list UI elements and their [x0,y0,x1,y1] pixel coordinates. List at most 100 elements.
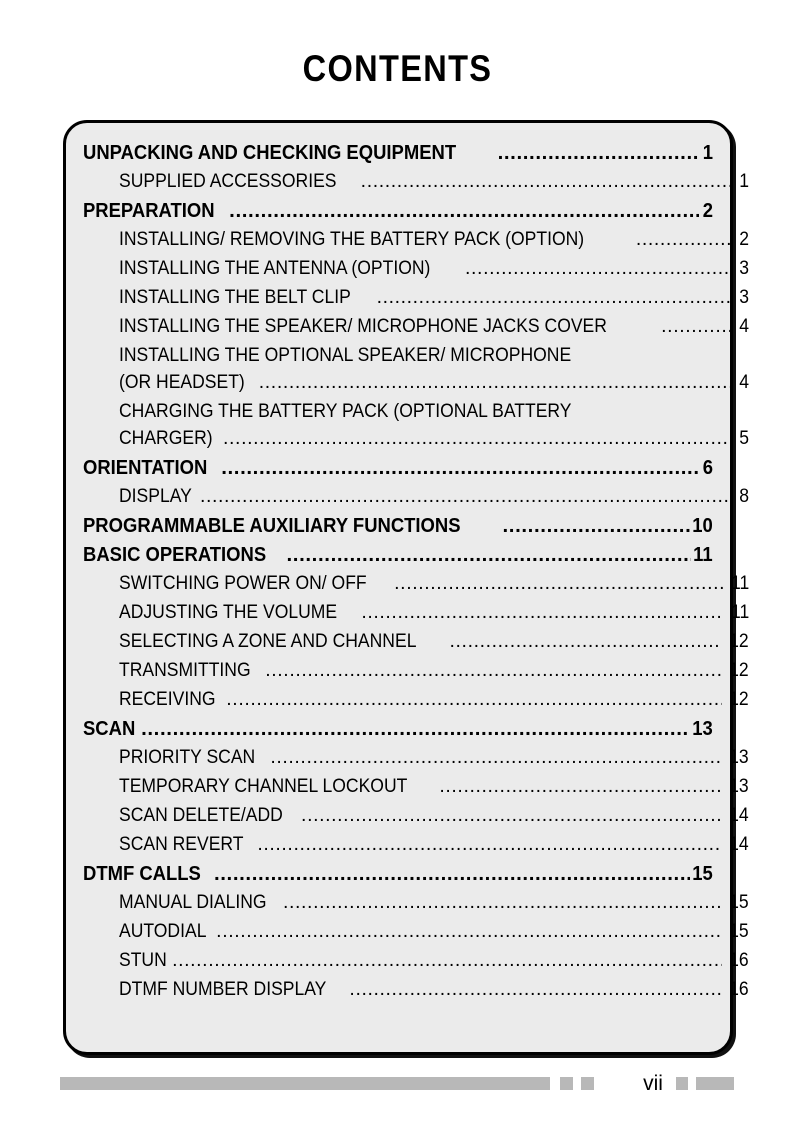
toc-entry-label: ORIENTATION [83,456,208,479]
toc-entry-page-number: 12 [729,659,749,681]
toc-entry-label: MANUAL DIALING [119,891,267,913]
toc-dot-leader: ........................................… [286,543,692,566]
footer-bar-segment [60,1077,550,1090]
toc-entry-page-number: 6 [702,456,713,479]
toc-entry[interactable]: DTMF NUMBER DISPLAY.....................… [83,978,749,1007]
toc-entry[interactable]: PROGRAMMABLE AUXILIARY FUNCTIONS........… [83,514,713,543]
toc-entry-label: SCAN [83,717,136,740]
toc-entry-page-number: 12 [729,688,749,710]
toc-entry-page-number: 15 [729,891,749,913]
toc-entry[interactable]: SELECTING A ZONE AND CHANNEL............… [83,630,749,659]
toc-entry[interactable]: SCAN....................................… [83,717,713,746]
toc-entry[interactable]: PREPARATION.............................… [83,199,713,228]
toc-dot-leader: ........................................… [376,286,730,308]
toc-dot-leader: ........................................… [465,257,730,279]
toc-entry-page-number: 1 [739,170,749,192]
toc-entry[interactable]: ADJUSTING THE VOLUME....................… [83,601,749,630]
toc-dot-leader: ........................................… [394,572,724,594]
toc-dot-leader: ........................................… [635,228,730,250]
footer-page-number: vii [643,1072,663,1095]
toc-entry-label: DISPLAY [119,485,192,507]
toc-entry[interactable]: SCAN DELETE/ADD.........................… [83,804,749,833]
toc-entry[interactable]: BASIC OPERATIONS........................… [83,543,713,572]
toc-entry-page-number: 5 [739,427,749,449]
toc-entry-page-number: 2 [739,228,749,250]
toc-entry[interactable]: STUN....................................… [83,949,749,978]
toc-entry-label: CHARGER) [119,427,213,449]
toc-entry-label-continued: INSTALLING THE OPTIONAL SPEAKER/ MICROPH… [119,344,572,366]
toc-dot-leader: ........................................… [141,717,690,740]
toc-entry-page-number: 11 [730,572,749,594]
toc-entry-label: SELECTING A ZONE AND CHANNEL [119,630,417,652]
toc-entry-label: (OR HEADSET) [119,371,245,393]
toc-entry-label: RECEIVING [119,688,216,710]
toc-entry[interactable]: PRIORITY SCAN...........................… [83,746,749,775]
toc-entry-label: INSTALLING THE ANTENNA (OPTION) [119,257,431,279]
toc-entry-label: UNPACKING AND CHECKING EQUIPMENT [83,141,457,164]
toc-entry-list: UNPACKING AND CHECKING EQUIPMENT........… [83,141,749,1042]
toc-dot-leader: ........................................… [199,485,730,507]
toc-entry-page-number: 1 [702,141,713,164]
toc-entry[interactable]: SCAN REVERT.............................… [83,833,749,862]
toc-entry[interactable]: TEMPORARY CHANNEL LOCKOUT...............… [83,775,749,804]
toc-entry-page-number: 16 [729,949,749,971]
toc-entry-wrapped-line: INSTALLING THE OPTIONAL SPEAKER/ MICROPH… [83,344,713,371]
table-of-contents-box: UNPACKING AND CHECKING EQUIPMENT........… [63,120,749,1055]
toc-entry[interactable]: INSTALLING/ REMOVING THE BATTERY PACK (O… [83,228,749,257]
toc-dot-leader: ........................................… [172,949,722,971]
toc-entry-label: BASIC OPERATIONS [83,543,267,566]
toc-entry[interactable]: (OR HEADSET)............................… [83,371,749,400]
footer-bar-segment [560,1077,573,1090]
toc-entry-label: STUN [119,949,167,971]
toc-dot-leader: ........................................… [449,630,723,652]
toc-dot-leader: ........................................… [213,862,690,885]
toc-dot-leader: ........................................… [439,775,723,797]
toc-entry-label: SWITCHING POWER ON/ OFF [119,572,367,594]
toc-dot-leader: ........................................… [270,746,722,768]
toc-entry[interactable]: ORIENTATION.............................… [83,456,713,485]
toc-dot-leader: ........................................… [349,978,723,1000]
toc-entry-label: SCAN DELETE/ADD [119,804,283,826]
toc-entry[interactable]: UNPACKING AND CHECKING EQUIPMENT........… [83,141,713,170]
toc-entry[interactable]: DTMF CALLS..............................… [83,862,713,891]
toc-entry-page-number: 10 [692,514,713,537]
toc-entry-wrapped-line: CHARGING THE BATTERY PACK (OPTIONAL BATT… [83,400,713,427]
toc-dot-leader: ........................................… [226,688,722,710]
toc-dot-leader: ........................................… [282,891,723,913]
toc-entry-page-number: 11 [730,601,749,623]
toc-entry-page-number: 8 [739,485,749,507]
toc-entry[interactable]: TRANSMITTING............................… [83,659,749,688]
toc-entry[interactable]: SUPPLIED ACCESSORIES....................… [83,170,749,199]
toc-entry-page-number: 2 [702,199,713,222]
toc-entry-label: TRANSMITTING [119,659,251,681]
toc-entry[interactable]: INSTALLING THE BELT CLIP................… [83,286,749,315]
toc-dot-leader: ........................................… [221,456,699,479]
toc-entry-label: INSTALLING THE SPEAKER/ MICROPHONE JACKS… [119,315,607,337]
toc-entry-page-number: 14 [729,804,749,826]
toc-entry-page-number: 4 [739,315,749,337]
footer-bar-segment [676,1077,688,1090]
toc-entry[interactable]: CHARGER)................................… [83,427,749,456]
toc-entry-page-number: 11 [693,543,713,566]
toc-entry[interactable]: INSTALLING THE ANTENNA (OPTION).........… [83,257,749,286]
toc-entry-page-number: 13 [729,775,749,797]
toc-entry[interactable]: RECEIVING...............................… [83,688,749,717]
page-title: CONTENTS [302,48,493,89]
toc-entry-page-number: 13 [729,746,749,768]
toc-dot-leader: ........................................… [502,514,691,537]
toc-entry-label-continued: CHARGING THE BATTERY PACK (OPTIONAL BATT… [119,400,572,422]
toc-dot-leader: ........................................… [223,427,730,449]
toc-dot-leader: ........................................… [497,141,699,164]
toc-entry-page-number: 3 [739,257,749,279]
toc-entry[interactable]: DISPLAY.................................… [83,485,749,514]
toc-entry[interactable]: SWITCHING POWER ON/ OFF.................… [83,572,749,601]
toc-dot-leader: ........................................… [361,601,724,623]
toc-entry-page-number: 4 [739,371,749,393]
toc-entry-label: INSTALLING/ REMOVING THE BATTERY PACK (O… [119,228,585,250]
footer-bar-segment [696,1077,734,1090]
toc-entry[interactable]: INSTALLING THE SPEAKER/ MICROPHONE JACKS… [83,315,749,344]
toc-entry[interactable]: AUTODIAL................................… [83,920,749,949]
toc-entry-label: DTMF CALLS [83,862,201,885]
toc-entry[interactable]: MANUAL DIALING..........................… [83,891,749,920]
toc-entry-page-number: 12 [729,630,749,652]
